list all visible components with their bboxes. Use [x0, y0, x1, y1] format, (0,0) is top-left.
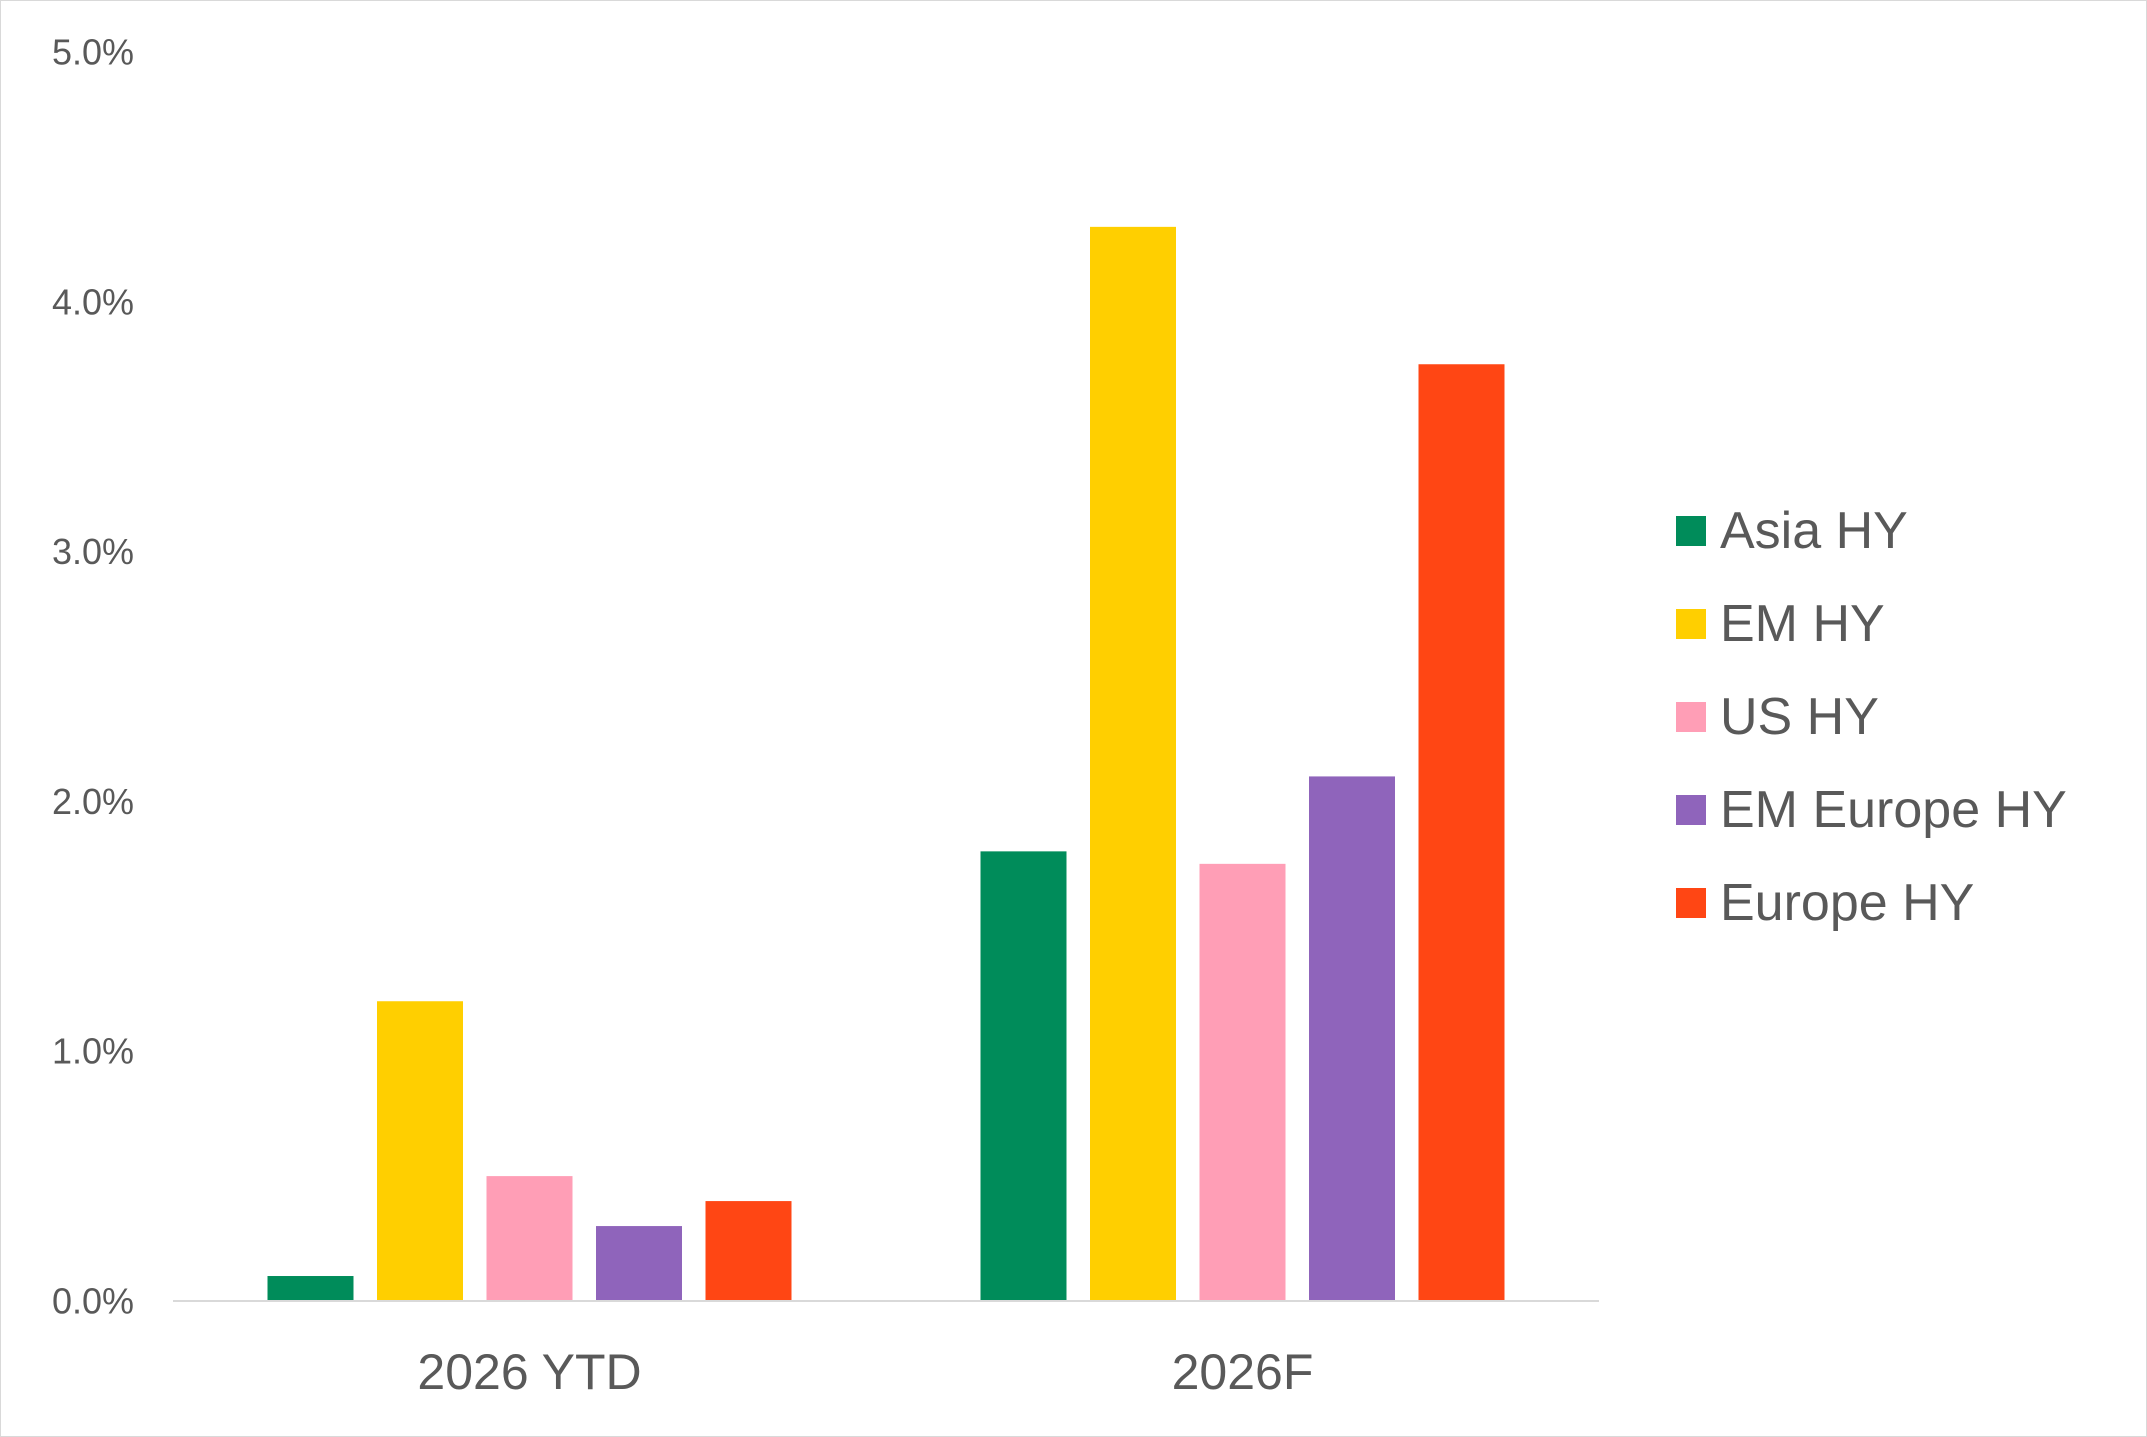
legend-swatch	[1676, 702, 1706, 732]
bar-asia-hy-1	[980, 851, 1067, 1301]
legend-swatch	[1676, 888, 1706, 918]
y-tick-label: 4.0%	[52, 281, 134, 322]
legend-swatch	[1676, 516, 1706, 546]
legend-label: Europe HY	[1720, 874, 1974, 932]
legend-swatch	[1676, 609, 1706, 639]
bar-us-hy-1	[1199, 863, 1286, 1301]
bar-em-europe-hy-1	[1309, 776, 1395, 1301]
bar-asia-hy-0	[267, 1276, 354, 1301]
y-tick-label: 5.0%	[52, 32, 134, 73]
bar-em-hy-1	[1090, 226, 1176, 1302]
bar-us-hy-0	[486, 1176, 573, 1301]
bar-em-europe-hy-0	[596, 1226, 682, 1301]
x-category-label: 2026 YTD	[417, 1344, 641, 1400]
legend-label: EM Europe HY	[1720, 781, 2067, 839]
y-tick-label: 1.0%	[52, 1031, 134, 1072]
legend-label: EM HY	[1720, 595, 1885, 653]
y-axis: 0.0% 1.0% 2.0% 3.0% 4.0% 5.0%	[52, 32, 134, 1322]
legend-item: Asia HY	[1676, 502, 1908, 560]
x-axis: 2026 YTD 2026F	[417, 1344, 1313, 1400]
legend-item: EM Europe HY	[1676, 781, 2067, 839]
legend: Asia HY EM HY US HY EM Europe HY Europe HY	[1676, 502, 2067, 932]
legend-item: Europe HY	[1676, 874, 1974, 932]
bars	[267, 226, 1505, 1302]
legend-item: EM HY	[1676, 595, 1885, 653]
bar-europe-hy-1	[1418, 364, 1505, 1301]
y-tick-label: 3.0%	[52, 531, 134, 572]
legend-swatch	[1676, 795, 1706, 825]
x-category-label: 2026F	[1172, 1344, 1314, 1400]
bar-europe-hy-0	[705, 1201, 792, 1301]
y-tick-label: 2.0%	[52, 781, 134, 822]
legend-label: Asia HY	[1720, 502, 1908, 560]
legend-item: US HY	[1676, 688, 1879, 746]
y-tick-label: 0.0%	[52, 1281, 134, 1322]
legend-label: US HY	[1720, 688, 1879, 746]
bar-em-hy-0	[377, 1001, 463, 1301]
